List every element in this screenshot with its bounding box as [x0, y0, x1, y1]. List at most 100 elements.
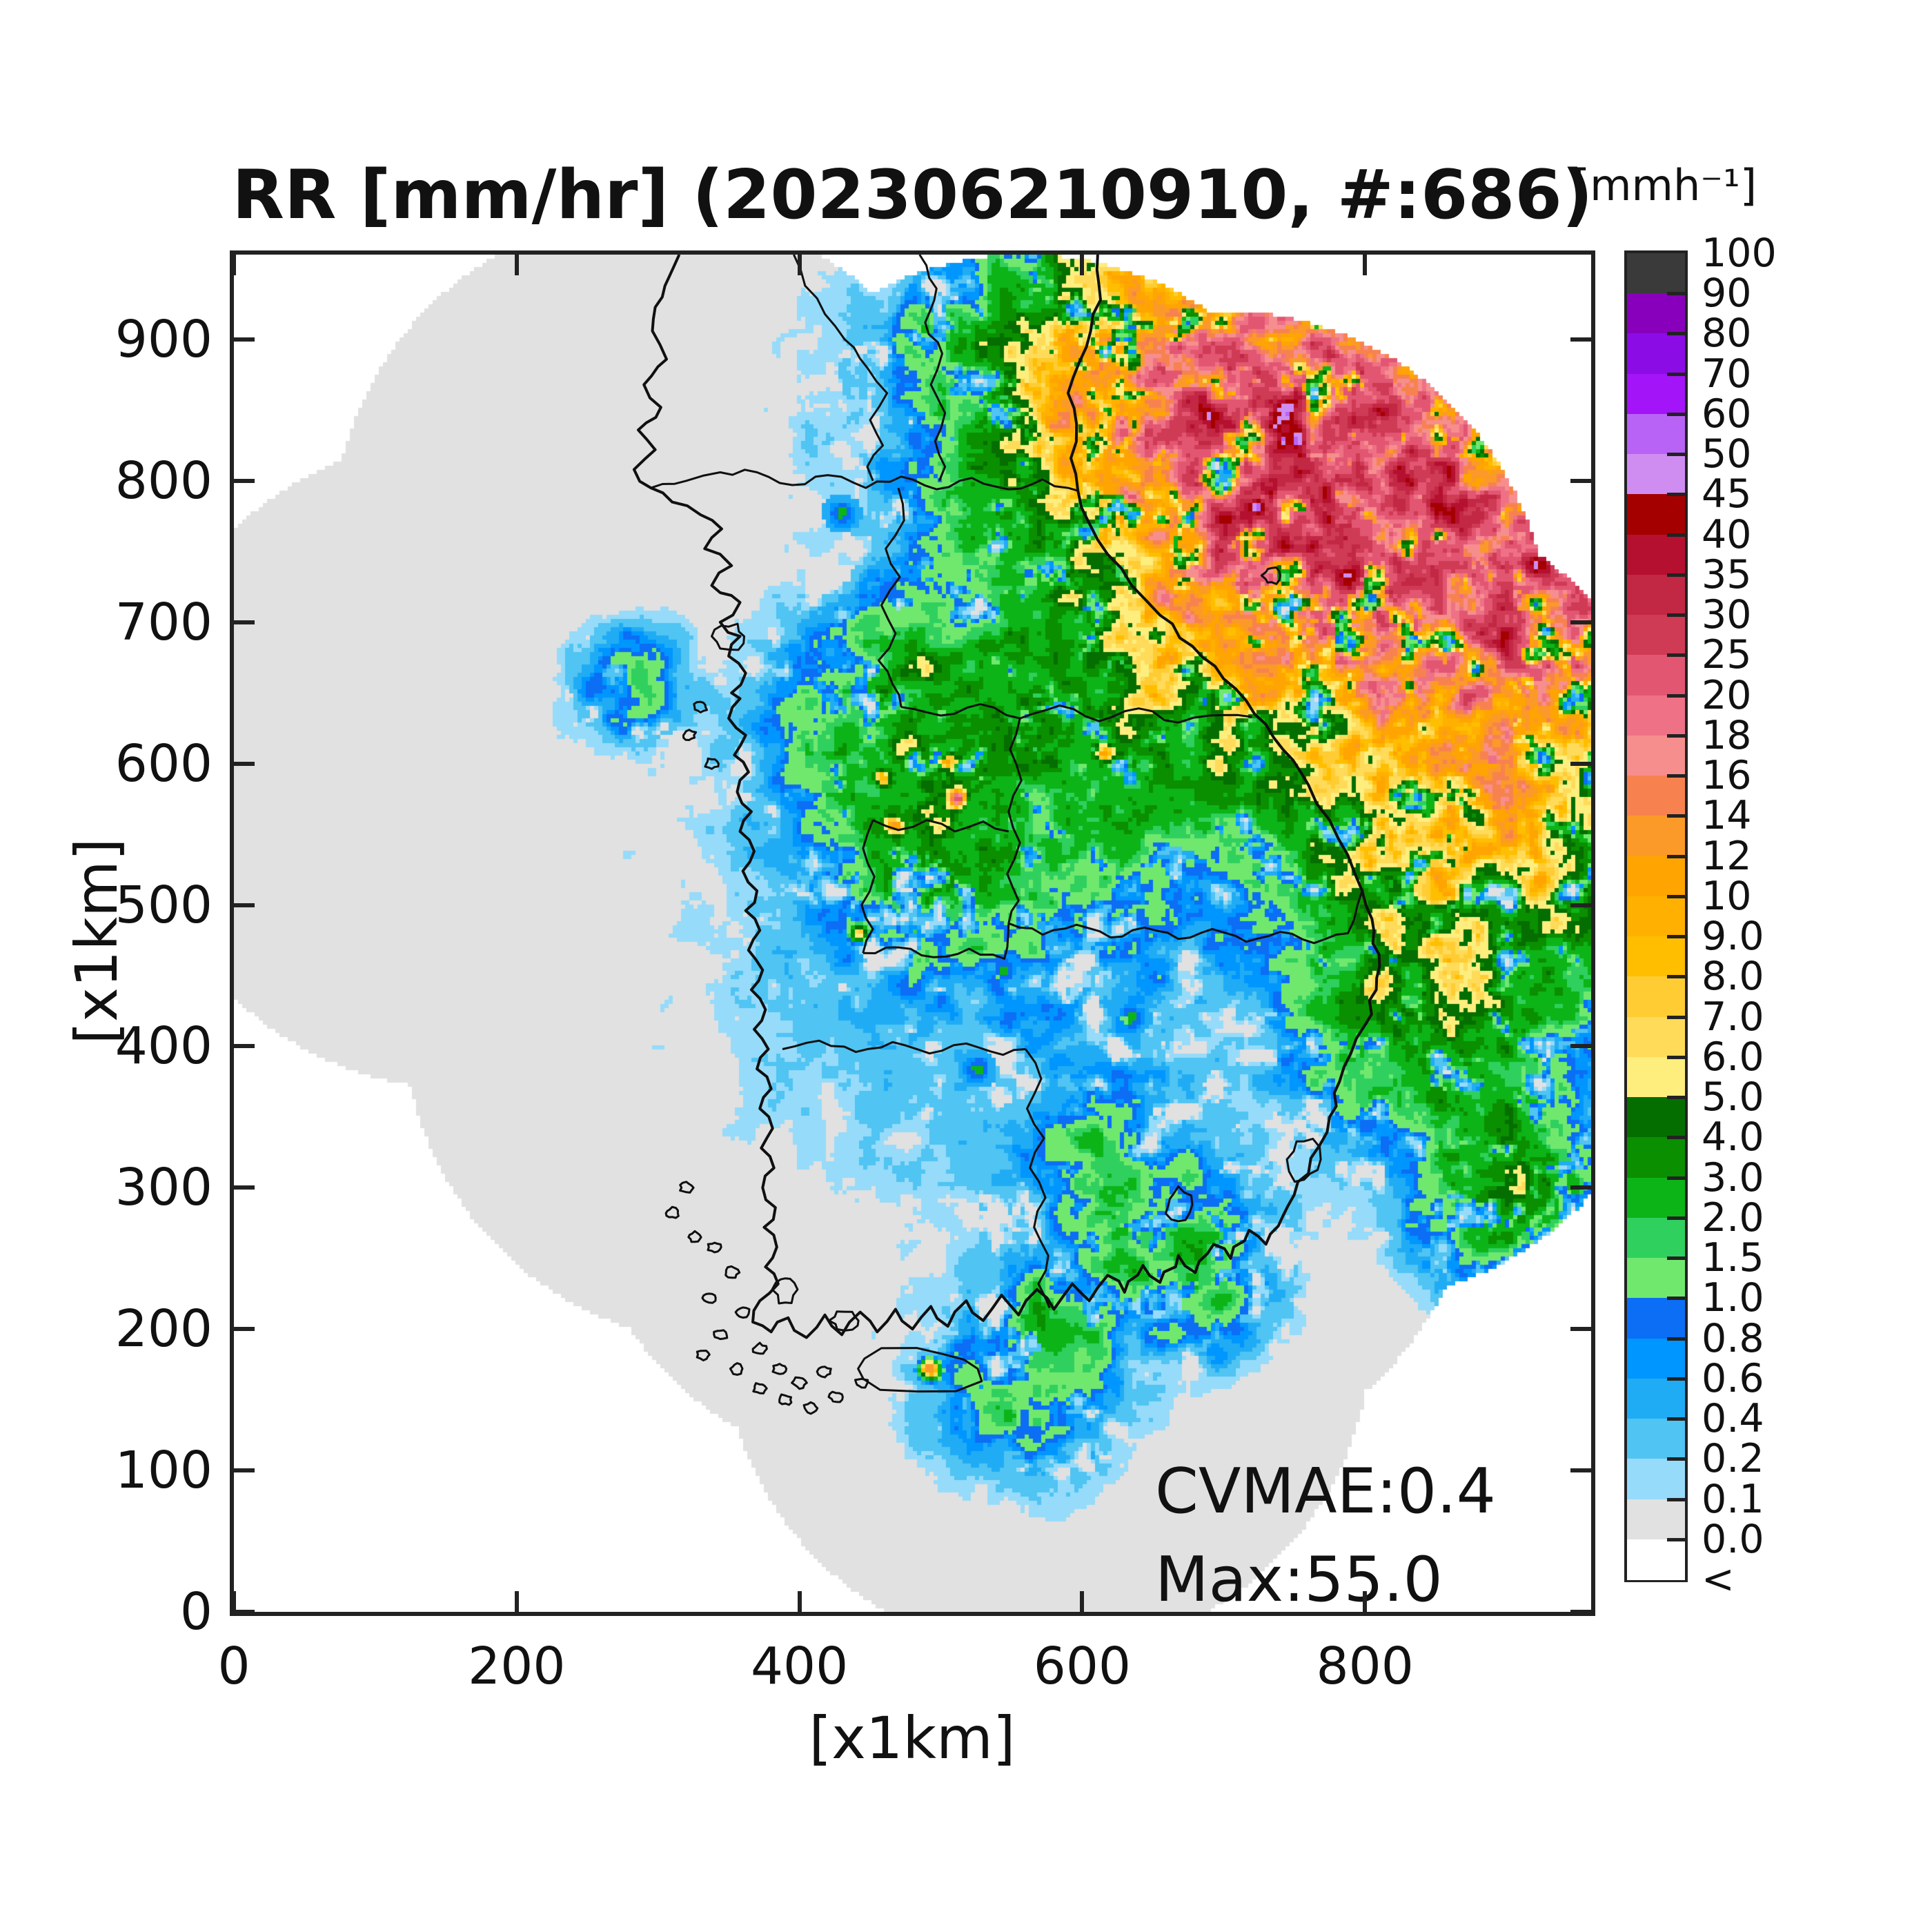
province-boundary — [1008, 890, 1363, 945]
x-tick-mark — [1363, 1591, 1368, 1612]
y-tick-label: 600 — [115, 733, 213, 793]
y-tick-label: 800 — [115, 451, 213, 511]
colorbar-tick-mark — [1667, 1457, 1685, 1461]
y-tick-label: 200 — [115, 1299, 213, 1359]
colorbar-segment — [1627, 1097, 1685, 1138]
colorbar-tick-mark — [1667, 1417, 1685, 1421]
x-tick-mark — [797, 1591, 802, 1612]
y-tick-mark — [234, 761, 255, 766]
y-tick-mark-right — [1570, 478, 1591, 483]
province-boundary — [918, 255, 947, 482]
y-tick-mark — [234, 1468, 255, 1473]
cvmae-annotation: CVMAE:0.4 — [1155, 1455, 1496, 1528]
islet — [704, 757, 720, 770]
colorbar-tick-mark — [1667, 1096, 1685, 1100]
province-boundary — [650, 469, 1078, 492]
colorbar-segment — [1627, 655, 1685, 696]
colorbar-segment — [1627, 1177, 1685, 1219]
colorbar-tick-mark — [1667, 814, 1685, 818]
x-tick-mark-top — [797, 255, 802, 275]
y-tick-mark-right — [1570, 1185, 1591, 1190]
islet — [724, 1265, 741, 1279]
x-tick-label: 600 — [1033, 1637, 1131, 1696]
colorbar-unit-label: [mmh⁻¹] — [1573, 160, 1757, 210]
colorbar-tick-label: 4.0 — [1702, 1114, 1764, 1161]
y-tick-mark — [234, 1044, 255, 1049]
islet — [696, 1350, 711, 1361]
colorbar-segment — [1627, 776, 1685, 817]
colorbar-tick-label: 50 — [1702, 431, 1752, 477]
x-tick-mark — [232, 1591, 236, 1612]
y-tick-label: 900 — [115, 309, 213, 369]
colorbar-tick-label: 35 — [1702, 551, 1752, 598]
island — [771, 1277, 799, 1305]
colorbar — [1624, 250, 1688, 1582]
y-tick-mark-right — [1570, 1468, 1591, 1473]
colorbar-segment — [1627, 373, 1685, 415]
y-tick-mark-right — [1570, 1044, 1591, 1049]
islet — [771, 1363, 788, 1375]
colorbar-tick-label: 6.0 — [1702, 1034, 1764, 1080]
colorbar-tick-mark — [1667, 412, 1685, 416]
colorbar-tick-label: 3.0 — [1702, 1154, 1764, 1201]
islet — [664, 1205, 680, 1219]
colorbar-tick-label: 30 — [1702, 592, 1752, 638]
colorbar-tick-label: 0.8 — [1702, 1315, 1764, 1361]
colorbar-tick-label: 45 — [1702, 471, 1752, 518]
province-boundary — [872, 819, 1009, 833]
chart-title: RR [mm/hr] (202306210910, #:686) — [232, 156, 1593, 235]
x-tick-mark-top — [514, 255, 519, 275]
colorbar-tick-label: 40 — [1702, 511, 1752, 558]
x-tick-label: 400 — [750, 1637, 849, 1696]
colorbar-tick-label: 10 — [1702, 873, 1752, 919]
islet — [827, 1390, 844, 1403]
colorbar-tick-label: 12 — [1702, 833, 1752, 879]
colorbar-tick-label: 7.0 — [1702, 994, 1764, 1040]
colorbar-tick-label: 100 — [1702, 230, 1777, 276]
islet — [751, 1341, 768, 1355]
colorbar-segment — [1627, 1056, 1685, 1098]
colorbar-segment — [1627, 615, 1685, 656]
colorbar-segment — [1627, 494, 1685, 535]
colorbar-segment — [1627, 936, 1685, 978]
colorbar-tick-mark — [1667, 372, 1685, 376]
y-tick-mark — [234, 1327, 255, 1332]
islet — [854, 1377, 869, 1389]
colorbar-tick-mark — [1667, 1216, 1685, 1220]
province-boundary — [1025, 1048, 1051, 1309]
colorbar-segment — [1627, 253, 1685, 295]
colorbar-segment — [1627, 1539, 1685, 1580]
colorbar-tick-mark — [1667, 935, 1685, 939]
colorbar-segment — [1627, 293, 1685, 335]
province-boundary — [793, 255, 889, 482]
colorbar-segment — [1627, 976, 1685, 1018]
islet — [729, 1362, 744, 1376]
colorbar-tick-mark — [1667, 332, 1685, 336]
colorbar-segment — [1627, 856, 1685, 897]
island — [828, 1310, 860, 1332]
islet — [682, 729, 698, 741]
colorbar-segment — [1627, 1499, 1685, 1540]
colorbar-tick-label: 90 — [1702, 270, 1752, 317]
ulleungdo-island — [1260, 566, 1281, 585]
islet — [701, 1292, 717, 1304]
island — [1165, 1185, 1194, 1223]
colorbar-tick-mark — [1667, 493, 1685, 497]
x-tick-label: 200 — [468, 1637, 566, 1696]
colorbar-segment — [1627, 1016, 1685, 1058]
colorbar-tick-label: 1.5 — [1702, 1235, 1764, 1281]
y-tick-label: 300 — [115, 1158, 213, 1218]
colorbar-tick-mark — [1667, 533, 1685, 537]
mainland-coastline — [632, 255, 1381, 1339]
colorbar-segment — [1627, 454, 1685, 495]
colorbar-segment — [1627, 413, 1685, 455]
islet — [713, 1329, 729, 1341]
colorbar-tick-mark — [1667, 613, 1685, 618]
colorbar-tick-label: 20 — [1702, 672, 1752, 718]
colorbar-tick-label: 25 — [1702, 632, 1752, 678]
x-tick-label: 800 — [1316, 1637, 1414, 1696]
colorbar-tick-label: 0.2 — [1702, 1436, 1764, 1482]
colorbar-tick-label: 60 — [1702, 391, 1752, 437]
x-axis-label: [x1km] — [809, 1704, 1016, 1772]
province-boundary — [900, 703, 1252, 724]
